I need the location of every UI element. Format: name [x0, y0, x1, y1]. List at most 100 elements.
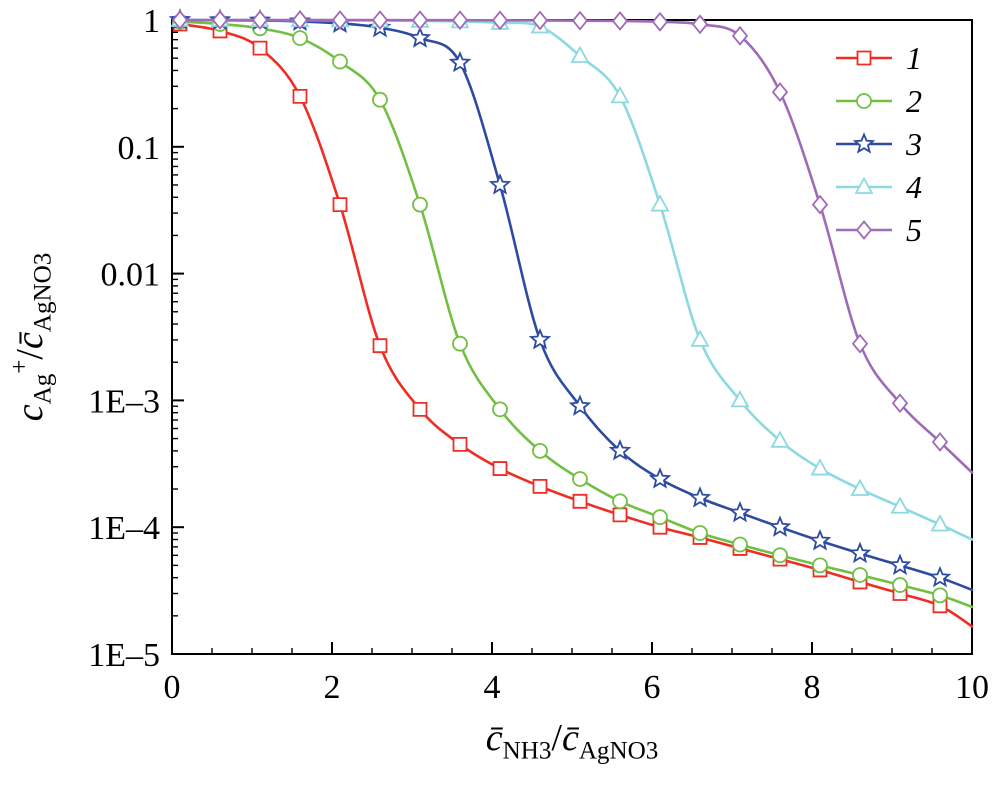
- square-marker: [532, 478, 548, 494]
- circle-marker: [292, 30, 308, 46]
- x-axis-title: c̄NH3/c̄AgNO3: [486, 717, 659, 764]
- diamond-marker: [851, 333, 869, 354]
- diamond-marker: [531, 10, 549, 31]
- circle-marker: [852, 567, 868, 583]
- star-marker: [648, 467, 672, 489]
- legend-label: 4: [906, 169, 922, 205]
- circle-marker: [932, 587, 948, 604]
- triangle-marker: [930, 514, 950, 532]
- series-1-line: [178, 22, 974, 628]
- star-marker: [408, 26, 432, 48]
- legend-label: 5: [906, 212, 922, 248]
- diamond-marker: [651, 11, 669, 32]
- circle-marker: [652, 509, 668, 526]
- series-5: [171, 10, 974, 474]
- circle-marker: [492, 401, 508, 418]
- diamond-marker: [331, 10, 349, 30]
- circle-marker: [572, 471, 588, 487]
- y-axis-title: cAg+/c̄AgNO3: [7, 253, 57, 422]
- series-3-line: [178, 18, 974, 592]
- square-marker: [492, 461, 508, 476]
- diamond-marker: [691, 14, 709, 35]
- triangle-marker: [650, 194, 670, 212]
- series-3: [168, 8, 974, 592]
- circle-marker: [812, 557, 828, 574]
- x-tick-label: 10: [955, 669, 989, 706]
- triangle-marker: [690, 329, 710, 347]
- circle-marker: [452, 335, 468, 352]
- diamond-marker: [855, 220, 873, 240]
- plot-frame: [171, 19, 973, 655]
- circle-marker: [532, 442, 548, 459]
- x-tick-label: 2: [324, 669, 341, 706]
- triangle-marker: [770, 430, 790, 448]
- diamond-marker: [251, 10, 269, 30]
- square-marker: [452, 436, 468, 452]
- circle-marker: [856, 93, 872, 109]
- star-marker: [768, 515, 792, 537]
- diamond-marker: [731, 25, 749, 46]
- triangle-marker: [610, 85, 630, 104]
- y-tick-label: 0.01: [101, 257, 161, 294]
- x-tick-label: 8: [804, 669, 821, 706]
- axes: 0 2 4 6 8 10 1 0.1 0.01 1E–3 1E–4 1E–5: [88, 3, 989, 706]
- triangle-marker: [730, 390, 750, 408]
- star-marker: [568, 394, 592, 416]
- legend-label: 2: [906, 83, 922, 119]
- star-marker: [808, 529, 832, 551]
- circle-marker: [372, 91, 388, 108]
- circle-marker: [772, 547, 788, 564]
- square-marker: [372, 338, 388, 354]
- star-marker: [608, 439, 632, 461]
- y-tick-label: 1E–5: [88, 637, 160, 674]
- diamond-marker: [211, 10, 229, 30]
- legend: 1 2 3 4 5: [836, 40, 922, 248]
- x-tick-label: 6: [644, 669, 661, 706]
- triangle-marker: [570, 45, 590, 63]
- square-marker: [412, 401, 428, 417]
- square-marker: [572, 493, 588, 509]
- star-marker: [728, 500, 752, 523]
- diamond-marker: [611, 11, 629, 31]
- diamond-marker: [291, 10, 309, 30]
- square-marker: [292, 88, 308, 104]
- square-marker: [612, 507, 628, 523]
- star-marker: [928, 565, 952, 588]
- circle-marker: [612, 493, 628, 510]
- triangle-marker: [810, 458, 830, 476]
- y-tick-label: 0.1: [118, 130, 161, 167]
- triangle-marker: [854, 176, 874, 194]
- star-marker: [528, 328, 552, 350]
- series-4: [170, 9, 974, 541]
- legend-label: 3: [905, 126, 922, 162]
- square-marker: [252, 40, 268, 56]
- square-marker: [332, 197, 348, 213]
- diamond-marker: [411, 10, 429, 31]
- diamond-marker: [771, 82, 789, 103]
- star-marker: [852, 132, 876, 154]
- circle-marker: [892, 577, 908, 593]
- circle-marker: [332, 53, 348, 70]
- star-marker: [488, 173, 512, 195]
- star-marker: [848, 541, 872, 564]
- circle-marker: [412, 196, 428, 213]
- circle-marker: [732, 536, 748, 553]
- triangle-marker: [890, 496, 910, 514]
- diamond-marker: [371, 10, 389, 31]
- circle-marker: [692, 525, 708, 541]
- legend-label: 1: [906, 40, 922, 76]
- diamond-marker: [891, 393, 909, 414]
- y-tick-label: 1E–4: [88, 510, 160, 547]
- y-tick-label: 1E–3: [88, 383, 160, 420]
- star-marker: [448, 50, 472, 73]
- series-2-line: [178, 20, 974, 609]
- square-marker: [856, 50, 872, 66]
- diamond-marker: [171, 10, 189, 30]
- diamond-marker: [931, 432, 949, 452]
- x-tick-label: 4: [484, 669, 501, 706]
- y-tick-label: 1: [143, 3, 160, 40]
- diamond-marker: [571, 10, 589, 31]
- star-marker: [688, 486, 712, 508]
